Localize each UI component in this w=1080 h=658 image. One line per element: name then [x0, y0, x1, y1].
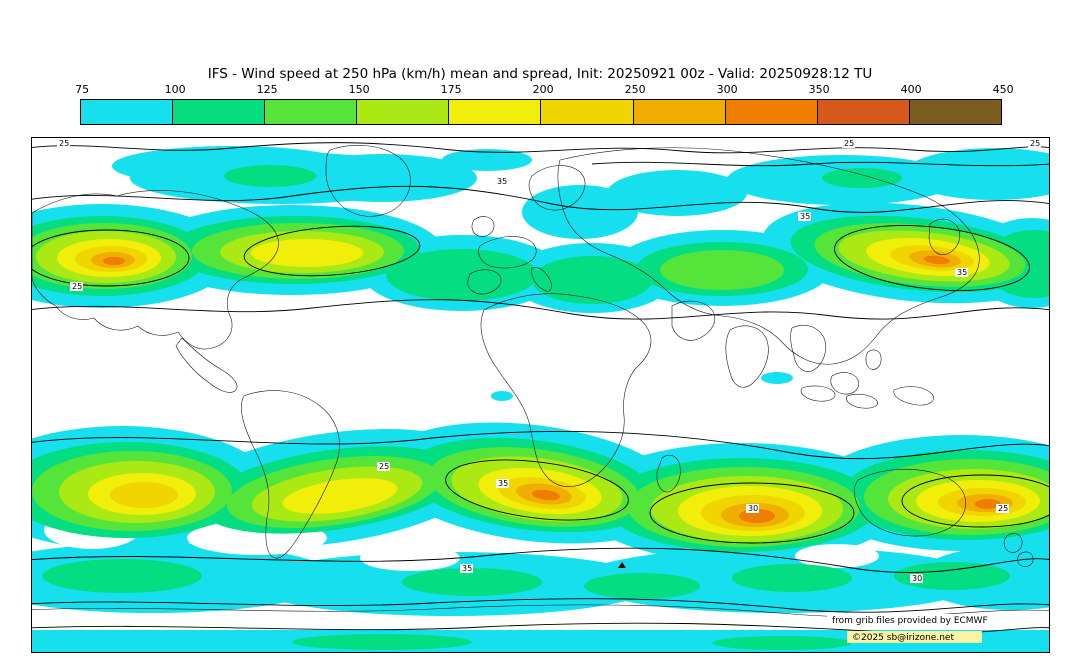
wind-shading-300-350 — [103, 255, 1001, 523]
triangle-marker — [618, 562, 626, 568]
colorbar-segment — [81, 100, 174, 124]
colorbar-segment — [449, 100, 542, 124]
colorbar-tick-label: 75 — [75, 83, 90, 96]
page-title: IFS - Wind speed at 250 hPa (km/h) mean … — [207, 66, 873, 82]
contour-label-halo — [746, 504, 759, 513]
colorbar-tick-label: 200 — [532, 83, 554, 96]
colorbar-segment — [633, 100, 726, 124]
spread-contour-label: 25 — [379, 462, 389, 471]
contour-label-halo — [955, 268, 968, 277]
spread-contour-label: 30 — [912, 574, 922, 583]
colorbar-segment — [541, 100, 634, 124]
spread-contour-label: 35 — [497, 177, 507, 186]
colorbar-tick-label: 300 — [716, 83, 738, 96]
colorbar-tick-label: 450 — [992, 83, 1014, 96]
map-frame: 25 25 25 25 35 35 35 25 35 30 25 35 30 from grib fil… — [31, 137, 1050, 653]
contour-label-halo — [460, 564, 473, 573]
contour-label-halo — [496, 479, 509, 488]
spread-contour-label: 25 — [844, 139, 854, 148]
colorbar-tick-label: 250 — [624, 83, 646, 96]
contour-label-halo — [495, 177, 508, 186]
colorbar-segment — [909, 100, 1001, 124]
copyright-box — [847, 631, 982, 643]
spread-contour-label: 25 — [998, 504, 1008, 513]
colorbar-scale — [80, 99, 1002, 125]
contour-label-halo — [910, 574, 923, 583]
credit-halo — [827, 614, 989, 626]
colorbar-tick-label: 350 — [808, 83, 830, 96]
colorbar-tick-label: 400 — [900, 83, 922, 96]
spread-contour-label: 35 — [957, 268, 967, 277]
colorbar-tick-label: 125 — [256, 83, 278, 96]
colorbar-segment — [357, 100, 450, 124]
colorbar-tick-label: 100 — [164, 83, 186, 96]
spread-contour-label: 35 — [498, 479, 508, 488]
spread-contours — [32, 142, 1049, 635]
contour-label-halo — [842, 139, 855, 148]
colorbar-tick-label: 150 — [348, 83, 370, 96]
credits: from grib files provided by ECMWF ©2025 … — [827, 614, 989, 643]
colorbar-tick-labels: 75 100 125 150 175 200 250 300 350 400 450 — [75, 83, 1014, 96]
colorbar-segment — [725, 100, 818, 124]
credit-ecmwf: from grib files provided by ECMWF — [832, 616, 988, 626]
colorbar-segment — [173, 100, 266, 124]
spread-contour-label: 25 — [1030, 139, 1040, 148]
contour-label-halo — [798, 212, 811, 221]
colorbar-segment — [265, 100, 358, 124]
contour-label-halo — [70, 282, 83, 291]
spread-contour-labels: 25 25 25 25 35 35 35 25 35 30 25 35 30 — [57, 139, 1041, 583]
contour-label-halo — [996, 504, 1009, 513]
spread-contour-label: 25 — [72, 282, 82, 291]
colorbar-tick-label: 175 — [440, 83, 462, 96]
world-map: 25 25 25 25 35 35 35 25 35 30 25 35 30 from grib fil… — [32, 139, 1049, 652]
spread-contour-label: 30 — [748, 504, 758, 513]
contour-label-halo — [1028, 139, 1041, 148]
spread-contour-label: 35 — [462, 564, 472, 573]
colorbar-segment — [817, 100, 910, 124]
contour-label-halo — [57, 139, 70, 148]
spread-contour-label: 35 — [800, 212, 810, 221]
credit-copyright: ©2025 sb@irizone.net — [852, 633, 954, 643]
contour-label-halo — [377, 462, 390, 471]
spread-contour-label: 25 — [59, 139, 69, 148]
